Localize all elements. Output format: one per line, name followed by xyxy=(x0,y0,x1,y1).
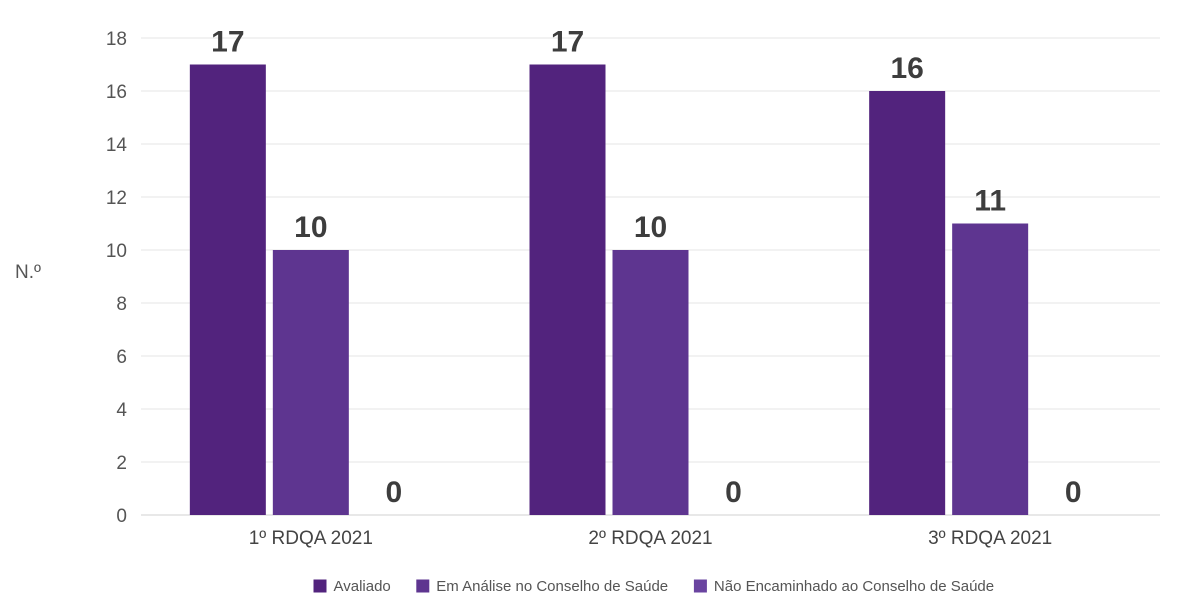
y-axis-label: N.º xyxy=(15,262,41,283)
legend-label: Em Análise no Conselho de Saúde xyxy=(436,578,668,595)
y-tick-label: 4 xyxy=(116,400,127,421)
data-label: 0 xyxy=(1065,476,1082,509)
data-label: 17 xyxy=(211,26,244,59)
bar xyxy=(272,250,349,515)
y-tick-label: 14 xyxy=(106,135,128,156)
y-tick-label: 18 xyxy=(106,29,127,50)
y-tick-label: 6 xyxy=(116,347,127,368)
bar xyxy=(952,223,1029,515)
data-labels: 17 10 0 17 10 0 16 11 0 xyxy=(211,26,1081,510)
legend: Avaliado Em Análise no Conselho de Saúde N… xyxy=(313,578,994,595)
data-label: 0 xyxy=(385,476,402,509)
legend-swatch xyxy=(416,579,430,593)
data-label: 0 xyxy=(725,476,742,509)
x-category-label: 1º RDQA 2021 xyxy=(249,528,373,549)
bar xyxy=(612,250,689,515)
x-category-label: 3º RDQA 2021 xyxy=(928,528,1052,549)
y-tick-label: 10 xyxy=(106,241,127,262)
bar xyxy=(189,64,266,515)
y-tick-label: 0 xyxy=(116,506,127,527)
legend-swatch xyxy=(693,579,707,593)
legend-label: Avaliado xyxy=(334,578,391,595)
data-label: 16 xyxy=(890,52,923,85)
legend-swatch xyxy=(313,579,327,593)
x-category-label: 2º RDQA 2021 xyxy=(588,528,712,549)
bars xyxy=(189,64,1029,515)
y-tick-label: 8 xyxy=(116,294,127,315)
y-tick-label: 12 xyxy=(106,188,127,209)
y-tick-label: 16 xyxy=(106,82,127,103)
bar xyxy=(869,91,946,515)
data-label: 10 xyxy=(634,211,667,244)
data-label: 11 xyxy=(974,185,1006,218)
bar xyxy=(529,64,606,515)
data-label: 17 xyxy=(551,26,584,59)
legend-label: Não Encaminhado ao Conselho de Saúde xyxy=(714,578,994,595)
y-tick-label: 2 xyxy=(116,453,127,474)
data-label: 10 xyxy=(294,211,327,244)
y-axis-ticks: 0 2 4 6 8 10 12 14 16 18 xyxy=(106,29,128,527)
category-labels: 1º RDQA 2021 2º RDQA 2021 3º RDQA 2021 xyxy=(249,528,1053,549)
